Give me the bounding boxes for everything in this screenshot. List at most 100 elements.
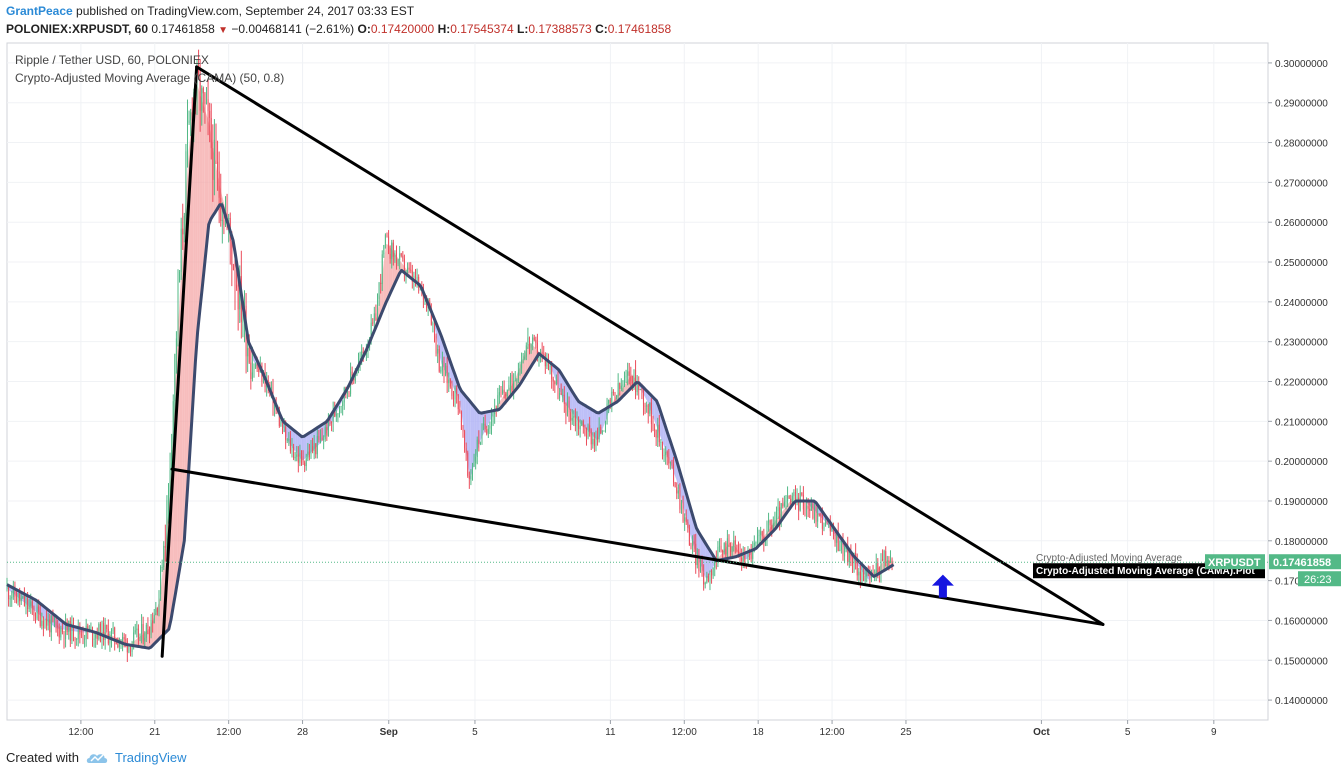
candle-body (171, 450, 173, 471)
lower-line[interactable] (170, 467, 1105, 626)
cama-fill-segment (461, 390, 464, 430)
tradingview-brand[interactable]: TradingView (114, 750, 187, 765)
candle-body (825, 520, 827, 527)
price-chart[interactable]: Ripple / Tether USD, 60, POLONIEX Crypto… (0, 40, 1344, 745)
upper-line[interactable] (195, 65, 1105, 626)
candle-body (456, 388, 458, 395)
candle-body (251, 372, 253, 379)
cama-fill-segment (193, 92, 196, 398)
candle-body (813, 507, 815, 519)
candle-body (519, 368, 521, 373)
candle-body (844, 547, 846, 557)
candle-body (549, 365, 551, 370)
candle-body (399, 253, 401, 261)
y-tick-label: 0.14000000 (1275, 696, 1328, 707)
x-tick-label: 9 (1211, 727, 1217, 738)
trendlines[interactable] (160, 65, 1105, 658)
candle-body (528, 337, 530, 348)
candle-body (752, 545, 754, 559)
candle-body (641, 389, 643, 391)
candle-body (614, 392, 616, 397)
candle-body (340, 406, 342, 408)
candle-body (791, 495, 793, 503)
x-tick-label: 12:00 (820, 727, 845, 738)
candle-body (787, 495, 789, 502)
candle-body (612, 391, 614, 393)
author-link[interactable]: GrantPeace (6, 4, 73, 18)
candle-body (296, 454, 298, 457)
candle-body (381, 254, 383, 285)
candle-body (821, 515, 823, 529)
symbol-tag-label: XRPUSDT (1208, 557, 1261, 569)
y-tick-label: 0.21000000 (1275, 417, 1328, 428)
candle-body (307, 451, 309, 459)
candle-body (134, 630, 136, 633)
candle-body (665, 451, 667, 456)
candle-body (769, 520, 771, 526)
candle-body (155, 607, 157, 616)
cama-fill-segment (709, 549, 712, 575)
candle-body (297, 454, 299, 463)
candle-body (484, 423, 486, 430)
candle-body (137, 628, 139, 640)
candle-body (285, 427, 287, 440)
y-axis[interactable]: 0.30000000 0.29000000 0.28000000 0.27000000… (1268, 59, 1328, 707)
candle-body (818, 513, 820, 515)
candle-body (859, 571, 861, 581)
candle-body (6, 586, 8, 589)
candle-body (709, 570, 711, 582)
candle-body (603, 430, 605, 432)
candle-body (851, 559, 853, 564)
candle-body (777, 507, 779, 511)
candle-body (677, 490, 679, 494)
candle-body (616, 395, 618, 397)
candle-body (112, 627, 114, 632)
candle-body (34, 616, 36, 619)
y-tick-label: 0.18000000 (1275, 537, 1328, 548)
candle-body (319, 437, 321, 440)
candle-body (166, 500, 168, 548)
cama-ghost-label: Crypto-Adjusted Moving Average (1036, 553, 1182, 564)
candle-body (720, 545, 722, 551)
candle-body (128, 645, 130, 653)
candle-body (718, 545, 720, 547)
candle-body (500, 392, 502, 394)
candle-body (449, 379, 451, 387)
candle-body (221, 220, 223, 222)
candle-body (522, 359, 524, 361)
candle-body (207, 99, 209, 111)
candle-body (779, 507, 781, 521)
candle-body (242, 321, 244, 323)
candle-body (654, 428, 656, 430)
candle-body (562, 394, 564, 396)
candle-body (747, 550, 749, 566)
candle-body (676, 487, 678, 494)
candle-body (699, 559, 701, 572)
candle-body (283, 427, 285, 432)
rise-line[interactable] (160, 65, 199, 658)
candle-body (530, 344, 532, 348)
candle-body (338, 406, 340, 414)
candle-body (696, 557, 698, 566)
candle-body (597, 436, 599, 440)
candle-body (291, 446, 293, 452)
candle-body (570, 412, 572, 421)
high-label: H: (437, 22, 451, 36)
candle-body (201, 88, 203, 111)
candle-body (780, 503, 782, 521)
candle-body (481, 425, 483, 443)
candle-body (82, 634, 84, 639)
candle-body (148, 634, 150, 636)
x-axis[interactable]: 12:00 21 12:00 28 Sep 5 11 12:00 18 12:00 25 Oct 5 9 (68, 720, 1217, 738)
candle-body (687, 522, 689, 528)
candle-body (389, 254, 391, 259)
candle-body (394, 253, 396, 257)
candle-body (351, 371, 353, 377)
candle-body (8, 586, 10, 600)
cama-fill-segment (197, 86, 200, 333)
candle-body (560, 393, 562, 395)
candle-body (433, 323, 435, 336)
high-value: 0.17545374 (450, 22, 514, 36)
cama-fill-segment (195, 86, 198, 362)
low-value: 0.17388573 (528, 22, 592, 36)
